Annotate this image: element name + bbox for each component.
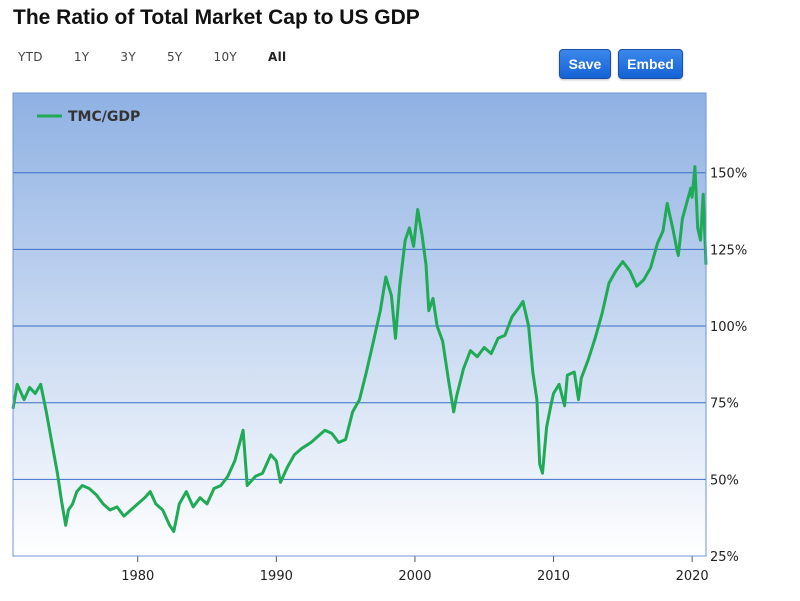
range-5y-button[interactable]: 5Y xyxy=(166,50,183,64)
range-10y-button[interactable]: 10Y xyxy=(213,50,238,64)
x-axis-labels: 1980 1990 2000 2010 2020 xyxy=(121,569,708,584)
range-selector: YTD 1Y 3Y 5Y 10Y All xyxy=(18,50,317,64)
x-tick-label-1980: 1980 xyxy=(121,569,154,584)
grid-lines xyxy=(13,172,706,480)
y-tick-label-50: 50% xyxy=(710,473,739,488)
embed-button[interactable]: Embed xyxy=(618,49,683,79)
y-tick-label-75: 75% xyxy=(710,397,739,412)
plot-area xyxy=(13,93,706,556)
legend-label: TMC/GDP xyxy=(68,109,140,125)
y-tick-label-25: 25% xyxy=(710,550,739,565)
x-tick-label-2010: 2010 xyxy=(537,569,570,584)
legend[interactable]: TMC/GDP xyxy=(37,109,140,125)
x-tick-label-1990: 1990 xyxy=(260,569,293,584)
plot-frame xyxy=(12,92,707,557)
range-ytd-button[interactable]: YTD xyxy=(18,50,43,64)
y-tick-label-125: 125% xyxy=(710,243,747,258)
x-tick-label-2020: 2020 xyxy=(676,569,709,584)
range-3y-button[interactable]: 3Y xyxy=(120,50,136,64)
y-tick-label-150: 150% xyxy=(710,167,747,182)
x-tick-label-2000: 2000 xyxy=(398,569,431,584)
save-button[interactable]: Save xyxy=(559,49,611,79)
y-axis-labels: 25% 50% 75% 100% 125% 150% xyxy=(710,167,747,565)
range-all-button[interactable]: All xyxy=(268,50,287,64)
y-tick-label-100: 100% xyxy=(710,320,747,335)
x-axis-ticks xyxy=(137,556,693,562)
range-1y-button[interactable]: 1Y xyxy=(73,50,90,64)
series-line-tmc-gdp[interactable] xyxy=(11,165,708,533)
page-title: The Ratio of Total Market Cap to US GDP xyxy=(13,6,420,29)
